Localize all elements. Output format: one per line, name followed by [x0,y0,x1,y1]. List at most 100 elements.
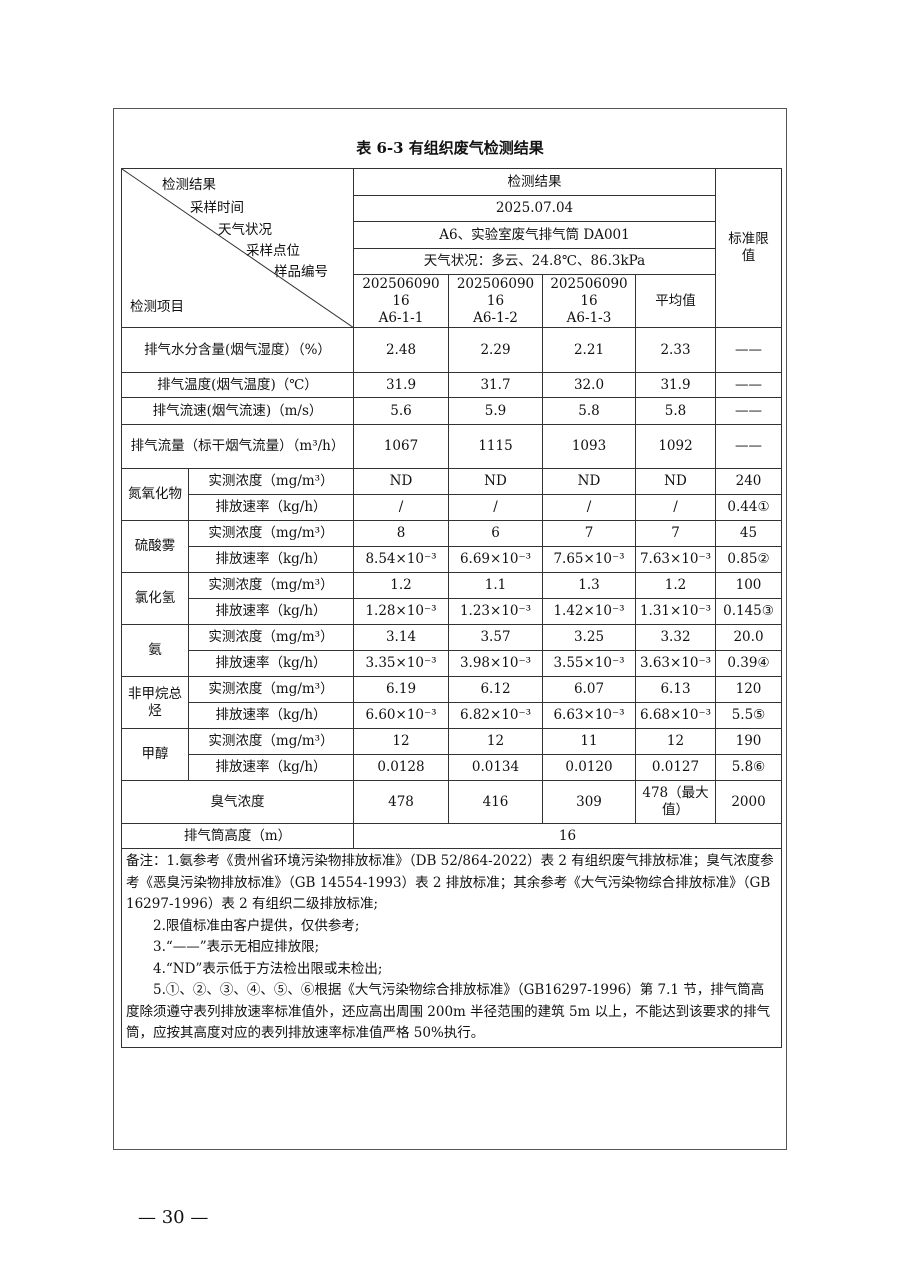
parameter-label: 排放速率（kg/h） [188,546,354,573]
parameter-label: 排放速率（kg/h） [188,754,354,781]
sampling-site: A6、实验室废气排气筒 DA001 [353,221,716,249]
value-cell: 5.8⑥ [715,754,782,781]
limit-header: 标准限值 [715,168,782,328]
value-cell: 309 [542,780,636,824]
sampling-date: 2025.07.04 [353,195,716,222]
value-cell: 5.9 [448,397,543,425]
value-cell: 3.14 [353,624,449,651]
value-cell: 45 [715,520,782,547]
weather: 天气状况：多云、24.8℃、86.3kPa [353,248,716,275]
value-cell: 0.39④ [715,650,782,677]
value-cell: 7.63×10⁻³ [635,546,716,573]
sample-id-line: 16 [392,292,410,309]
sample-id-line: A6-1-2 [473,309,518,326]
note-line: 2.限值标准由客户提供，仅供参考; [153,917,360,934]
row-label: 排气流速(烟气流速)（m/s） [121,397,354,425]
value-cell: 31.7 [448,372,543,398]
value-cell: ND [635,468,716,495]
parameter-label: 排放速率（kg/h） [188,702,354,729]
value-cell: 416 [448,780,543,824]
value-cell: 5.6 [353,397,449,425]
odor-row: 臭气浓度 478 416 309 478（最大值） 2000 [121,780,782,824]
value-cell: 1.1 [448,572,543,599]
value-cell: 478 [353,780,449,824]
table-row: 排气水分含量(烟气湿度）（%） 2.48 2.29 2.21 2.33 —— [121,327,782,373]
value-cell: 3.35×10⁻³ [353,650,449,677]
value-cell: 7.65×10⁻³ [542,546,636,573]
value-cell: 0.145③ [715,598,782,625]
note-line: 3.“——”表示无相应排放限; [153,939,320,955]
value-cell: / [448,494,543,521]
stack-height-row: 排气筒高度（m） 16 [121,823,782,849]
value-cell: ND [448,468,543,495]
value-cell: 1.2 [635,572,716,599]
value-cell: —— [715,424,782,469]
value-cell: 6.60×10⁻³ [353,702,449,729]
sample-id-line: A6-1-3 [566,309,612,326]
table-row: 排放速率（kg/h） 0.0128 0.0134 0.0120 0.0127 5.8⑥ [122,754,782,781]
value-cell: —— [715,372,782,398]
diag-label: 采样时间 [190,200,244,216]
parameter-label: 排放速率（kg/h） [188,650,354,677]
value-cell: 6.19 [353,676,449,703]
table-row: 排气流速(烟气流速)（m/s） 5.6 5.9 5.8 5.8 —— [121,397,782,425]
value-cell: 6 [448,520,543,547]
row-label: 排气温度(烟气温度)（℃） [121,372,354,398]
value-cell: 0.85② [715,546,782,573]
row-label: 排气流量（标干烟气流量）（m³/h） [121,424,354,469]
average-header: 平均值 [635,274,716,328]
value-cell: 1.3 [542,572,636,599]
pollutant-name: 氯化氢 [121,572,189,625]
row-label: 排气筒高度（m） [121,823,354,849]
value-cell: 2000 [715,780,782,824]
parameter-label: 实测浓度（mg/m³） [188,624,354,651]
value-cell: 11 [542,728,636,755]
table-row: 排放速率（kg/h） 8.54×10⁻³ 6.69×10⁻³ 7.65×10⁻³ 7.6… [122,546,782,573]
page-frame [113,108,787,1150]
sample-id-line: 16 [486,292,505,309]
value-cell: 0.0134 [448,754,543,781]
value-cell: ND [542,468,636,495]
value-cell: 1092 [635,424,716,469]
table-row: 排放速率（kg/h） / / //0.44① [122,494,782,521]
value-cell: ND [353,468,449,495]
value-cell: 100 [715,572,782,599]
table-row: 硫酸雾 实测浓度（mg/m³） 8 6 7 7 45 [121,520,782,573]
table-row: 排气流量（标干烟气流量）（m³/h） 1067 1115 1093 1092 —— [121,424,782,469]
sample-id: 202506090 16 A6-1-2 [448,274,543,328]
value-cell: 1115 [448,424,543,469]
parameter-label: 排放速率（kg/h） [188,598,354,625]
page-number: — 30 — [138,1207,209,1228]
note-line: 4.“ND”表示低于方法检出限或未检出; [153,960,383,977]
value-cell: 1.31×10⁻³ [635,598,716,625]
value-cell: 31.9 [353,372,449,398]
value-cell: 3.25 [542,624,636,651]
value-cell: 190 [715,728,782,755]
sample-id-line: 202506090 [362,275,440,292]
value-cell: 120 [715,676,782,703]
value-cell: / [353,494,449,521]
table-row: 氨实测浓度（mg/m³） 3.14 3.57 3.25 3.32 20.0 [121,624,782,677]
parameter-label: 实测浓度（mg/m³） [188,468,354,495]
pollutant-name: 氨 [121,624,189,677]
diagonal-header-cell: 检测结果 采样时间 天气状况 采样点位 样品编号 检测项目 [121,168,354,328]
value-cell: 7 [635,520,716,547]
value-cell: 2.21 [542,327,636,373]
value-cell: 16 [353,823,782,849]
value-cell: 3.57 [448,624,543,651]
value-cell: 6.63×10⁻³ [542,702,636,729]
value-cell: 1.42×10⁻³ [542,598,636,625]
value-cell: 478（最大值） [635,780,716,824]
value-cell: 8.54×10⁻³ [353,546,449,573]
value-cell: 5.8 [635,397,716,425]
value-cell: 8 [353,520,449,547]
value-cell: 1.2 [353,572,449,599]
value-cell: 0.44① [715,494,782,521]
parameter-label: 实测浓度（mg/m³） [188,572,354,599]
sample-id-line: 202506090 [456,275,535,292]
diag-label: 样品编号 [274,264,328,280]
sample-id-line: A6-1-1 [378,309,424,326]
table-row: 非甲烷总烃 实测浓度（mg/m³） 6.19 6.12 6.07 6.13 120 [121,676,782,729]
pollutant-name: 非甲烷总烃 [121,676,189,729]
table-row: 排气温度(烟气温度)（℃） 31.9 31.7 32.0 31.9 —— [121,372,782,398]
